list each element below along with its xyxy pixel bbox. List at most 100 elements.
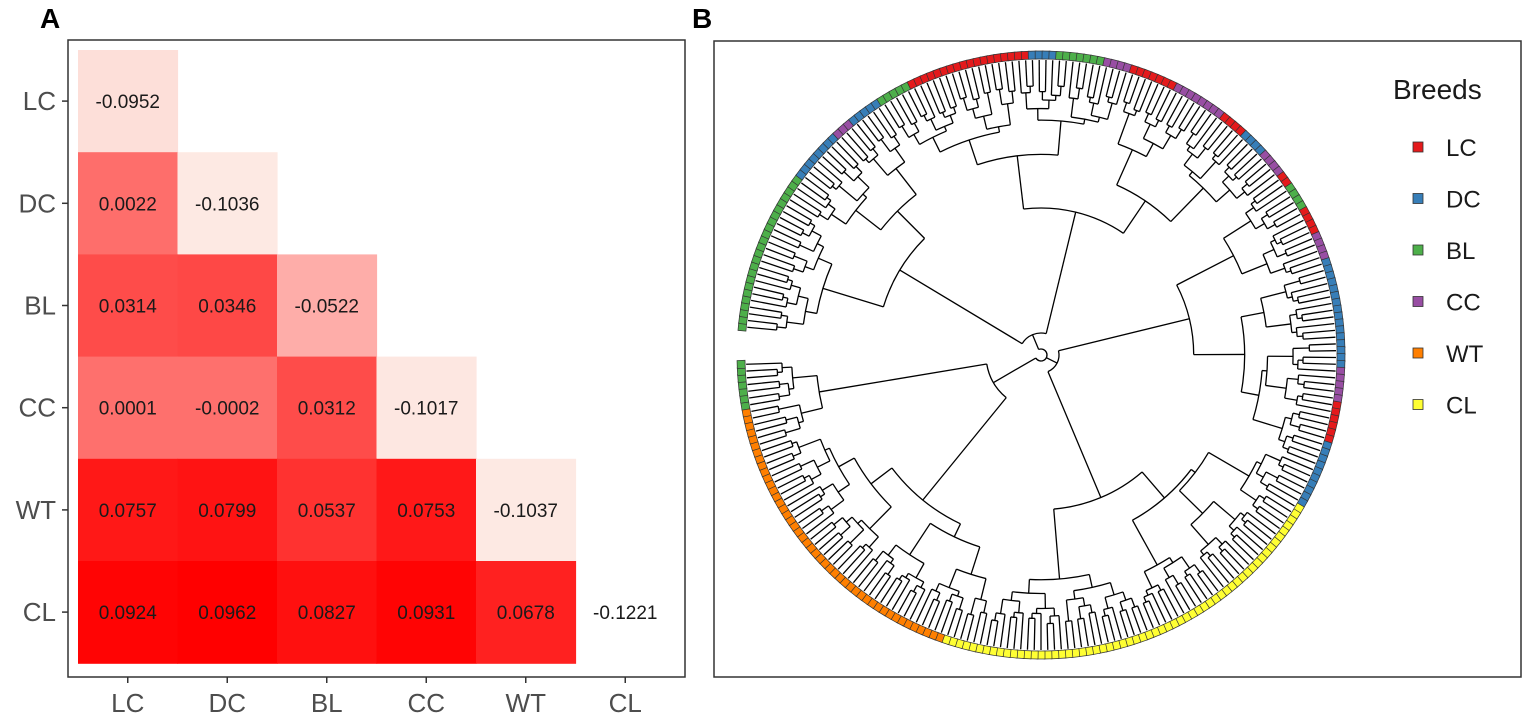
tree-branch xyxy=(1231,538,1254,561)
tree-branch xyxy=(1226,143,1248,166)
tree-branch xyxy=(1252,418,1283,430)
tree-branch xyxy=(1111,607,1122,640)
heatmap-cell-label: 0.0827 xyxy=(298,603,356,624)
tree-branch xyxy=(1045,212,1077,334)
tree-branch-arc xyxy=(1283,285,1289,299)
heatmap-cell xyxy=(177,356,278,460)
tree-branch xyxy=(1287,377,1299,381)
tree-branch-arc xyxy=(1289,412,1294,425)
tree-branch xyxy=(1064,621,1069,649)
tree-branch xyxy=(1150,86,1165,116)
tree-branch xyxy=(920,85,936,118)
tree-branch-arc xyxy=(1021,91,1031,94)
tree-branch xyxy=(1247,519,1272,540)
tree-branch-arc xyxy=(1262,254,1272,274)
tree-branch xyxy=(765,247,794,260)
tree-branch xyxy=(1047,371,1102,498)
tree-branch-arc xyxy=(808,225,816,237)
tree-branch xyxy=(862,193,868,198)
tree-branch xyxy=(791,441,797,445)
tree-branch-arc xyxy=(882,550,894,560)
tree-branch xyxy=(986,619,993,646)
tree-branch xyxy=(1089,604,1093,613)
tree-branch xyxy=(948,593,953,602)
legend-swatch xyxy=(1412,399,1424,410)
tree-branch xyxy=(1247,174,1275,196)
tree-branch xyxy=(973,612,982,643)
tree-branch xyxy=(1207,557,1230,584)
tree-branch xyxy=(830,213,847,225)
tree-branch xyxy=(1058,318,1190,352)
tree-branch xyxy=(1296,323,1335,329)
tree-branch xyxy=(1303,336,1336,340)
tree-branch-arc xyxy=(956,568,987,580)
tree-branch-arc xyxy=(939,131,1000,153)
tree-branch xyxy=(1193,564,1201,573)
tree-branch xyxy=(1063,61,1067,87)
tree-branch xyxy=(833,517,843,526)
tree-branch xyxy=(837,483,850,493)
tree-branch xyxy=(1215,189,1231,203)
tree-branch-arc xyxy=(824,194,830,201)
tree-branch xyxy=(1020,612,1024,650)
tree-branch xyxy=(785,416,798,421)
tree-branch xyxy=(991,63,997,90)
tree-branch xyxy=(935,583,940,592)
tree-branch xyxy=(749,393,779,399)
tree-branch xyxy=(1073,590,1076,600)
tree-branch xyxy=(1033,618,1036,650)
tree-branch-arc xyxy=(1295,327,1298,337)
tree-branch xyxy=(887,544,897,556)
tree-branch xyxy=(1151,593,1167,623)
tree-branch xyxy=(1238,158,1262,180)
tree-branch xyxy=(901,94,918,123)
heatmap-cell xyxy=(177,561,278,664)
tree-branch-arc xyxy=(1008,90,1016,93)
tree-branch xyxy=(821,505,829,512)
tree-branch xyxy=(958,597,964,610)
tree-branch xyxy=(824,447,830,451)
y-tick-label: CC xyxy=(18,393,56,423)
tree-branch xyxy=(1289,313,1297,316)
tree-branch xyxy=(787,485,821,507)
tree-branch xyxy=(1211,154,1217,160)
tree-branch xyxy=(1255,472,1264,478)
tree-branch-arc xyxy=(800,229,805,236)
tree-branch xyxy=(1273,207,1298,223)
tree-branch xyxy=(1031,334,1040,350)
tree-branch xyxy=(801,407,823,414)
tree-leaf xyxy=(736,359,746,369)
tree-branch xyxy=(1053,509,1061,580)
tree-branch xyxy=(1138,81,1153,112)
tree-branch xyxy=(884,104,900,129)
heatmap-cell xyxy=(78,561,179,664)
x-tick-label: DC xyxy=(208,688,246,718)
tree-branch xyxy=(1302,316,1334,322)
tree-branch xyxy=(873,111,892,139)
tree-branch-arc xyxy=(816,263,833,314)
tree-branch-arc xyxy=(929,522,980,548)
tree-branch xyxy=(759,435,787,445)
tree-branch xyxy=(1170,187,1204,223)
tree-branch xyxy=(1082,597,1086,606)
tree-branch xyxy=(1175,129,1182,139)
tree-branch xyxy=(1282,456,1314,471)
tree-branch xyxy=(909,522,931,556)
tree-branch xyxy=(1122,102,1128,112)
heatmap-cell-label: 0.0757 xyxy=(99,501,157,522)
tree-branch xyxy=(1190,524,1209,545)
tree-branch xyxy=(813,166,835,185)
heatmap-cell xyxy=(78,458,179,562)
tree-branch xyxy=(1240,489,1257,501)
heatmap-cell-label: 0.0753 xyxy=(397,501,455,522)
heatmap-cell xyxy=(277,356,378,460)
tree-branch xyxy=(826,196,832,201)
tree-branch xyxy=(1013,617,1018,649)
tree-branch-arc xyxy=(1065,620,1072,623)
tree-branch xyxy=(949,115,954,124)
heatmap-cell xyxy=(476,458,577,562)
legend-swatch xyxy=(1412,347,1424,359)
tree-branch-arc xyxy=(785,316,789,329)
tree-branch xyxy=(1104,597,1109,609)
